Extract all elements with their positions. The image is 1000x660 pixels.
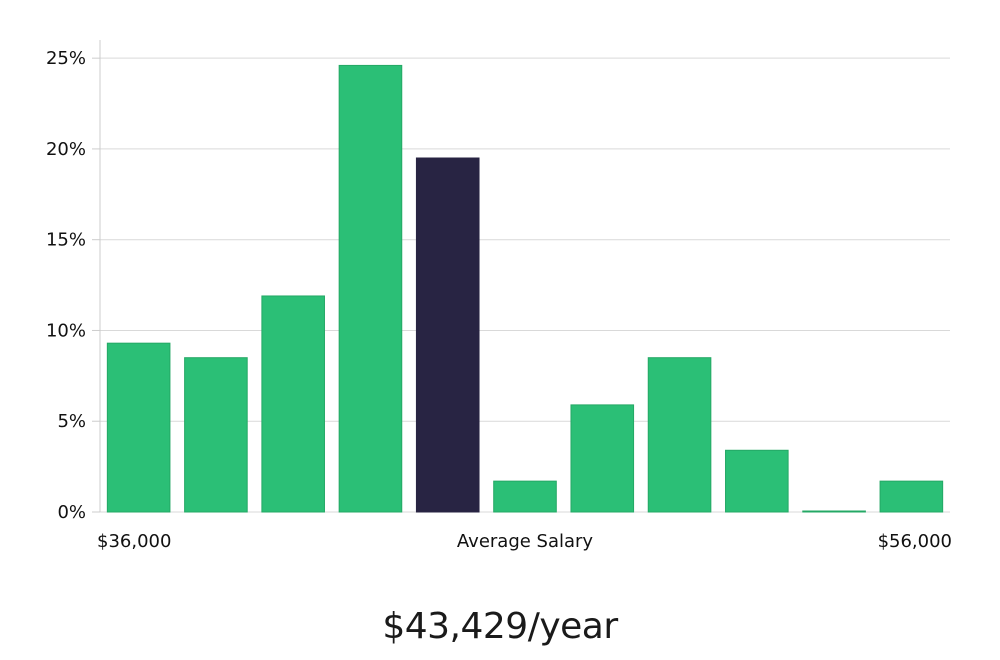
bar (802, 510, 866, 513)
y-axis-ticks: 0% 5% 10% 15% 20% 25% (46, 48, 100, 523)
x-max-label: $56,000 (878, 531, 952, 552)
y-tick-label: 15% (46, 230, 86, 251)
salary-histogram: 0%5%10%15%20%25% $36,000 Average Salary … (46, 40, 952, 552)
average-salary-value: $43,429/year (382, 606, 618, 647)
bar (493, 480, 557, 513)
bar (106, 342, 171, 513)
bars (106, 64, 944, 513)
bar (879, 480, 944, 513)
bar (261, 295, 325, 513)
y-tick-label: 25% (46, 48, 86, 69)
x-min-label: $36,000 (97, 531, 171, 552)
y-tick-label: 5% (57, 411, 86, 432)
bar (338, 64, 403, 513)
bar-highlighted (415, 157, 480, 513)
x-axis-label: Average Salary (457, 531, 594, 552)
y-tick-label: 20% (46, 139, 86, 160)
y-tick-label: 0% (57, 502, 86, 523)
bar (647, 357, 712, 513)
bar (570, 404, 635, 513)
bar (725, 449, 789, 513)
bar (184, 357, 248, 513)
y-tick-label: 10% (46, 320, 86, 341)
